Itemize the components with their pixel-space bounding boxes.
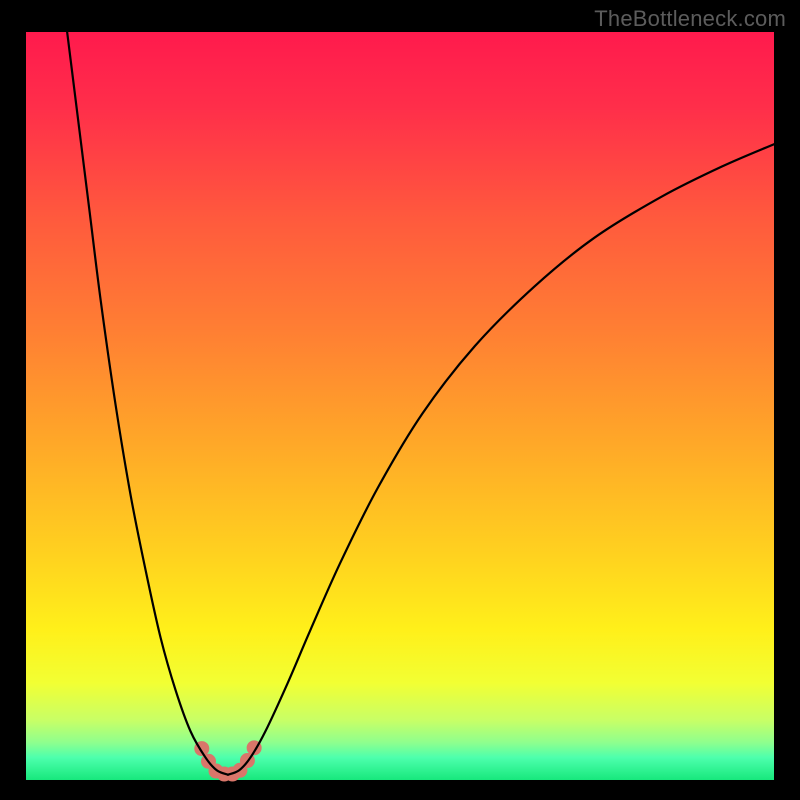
watermark-text: TheBottleneck.com [594,6,786,32]
plot-area [26,32,774,780]
curve-layer [26,32,774,780]
curve-right-branch [228,144,774,775]
chart-frame: TheBottleneck.com [0,0,800,800]
curve-left-branch [67,32,228,775]
